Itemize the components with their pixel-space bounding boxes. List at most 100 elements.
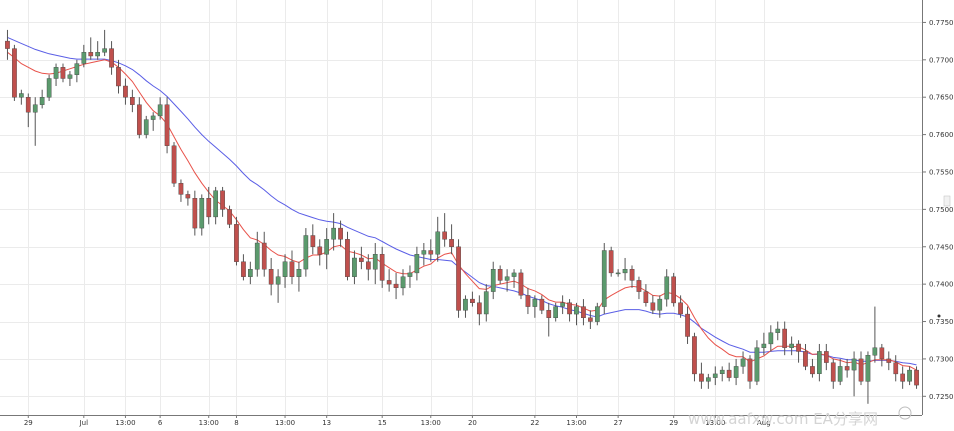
candle-body-up bbox=[483, 291, 489, 315]
candle-body-down bbox=[178, 182, 184, 195]
candle bbox=[324, 228, 330, 270]
candle bbox=[463, 295, 468, 318]
candle bbox=[629, 265, 635, 288]
candle bbox=[775, 321, 781, 341]
candle-body-down bbox=[796, 343, 801, 352]
candle bbox=[192, 190, 198, 236]
candle bbox=[532, 295, 538, 318]
candle-body-down bbox=[893, 362, 899, 375]
candle-body-down bbox=[449, 239, 454, 248]
time-axis-tick-label: Jul bbox=[79, 419, 89, 427]
time-axis-tick-label: 13:00 bbox=[421, 419, 441, 427]
candle bbox=[789, 336, 795, 356]
candle bbox=[553, 302, 559, 322]
candle-body-up bbox=[622, 269, 628, 274]
candle bbox=[546, 302, 552, 337]
candle-body-up bbox=[574, 306, 579, 315]
time-axis-tick-label: 22 bbox=[530, 419, 539, 427]
candle bbox=[296, 261, 302, 292]
candle-body-down bbox=[5, 40, 10, 49]
candle-body-down bbox=[220, 190, 225, 210]
time-axis-tick-label: 13:00 bbox=[115, 419, 135, 427]
candle bbox=[768, 325, 774, 352]
candle bbox=[261, 231, 267, 277]
candle-body-down bbox=[241, 261, 246, 277]
candle-body-down bbox=[88, 52, 94, 57]
time-axis[interactable]: 29 Jul 13:00 6 13:00 8 13:00 13 15 13:00 20 22 13:00… bbox=[24, 415, 771, 427]
candle bbox=[844, 358, 850, 378]
candle-body-down bbox=[650, 302, 656, 311]
candle bbox=[206, 186, 212, 225]
candle bbox=[317, 239, 323, 266]
candle bbox=[88, 37, 94, 60]
candle bbox=[692, 332, 697, 382]
candle-body-down bbox=[629, 269, 635, 281]
candle-body-down bbox=[227, 209, 232, 225]
candle-body-up bbox=[352, 257, 357, 277]
candle-body-up bbox=[601, 250, 607, 307]
candle-body-down bbox=[636, 280, 642, 292]
candle-body-up bbox=[199, 197, 205, 229]
candle bbox=[136, 97, 142, 139]
candle bbox=[678, 295, 683, 318]
candle bbox=[851, 351, 857, 397]
candle-body-up bbox=[400, 276, 406, 289]
candle bbox=[824, 343, 829, 371]
candle-body-down bbox=[60, 67, 66, 79]
candle-body-down bbox=[129, 96, 135, 105]
candle bbox=[60, 63, 66, 83]
candle-body-up bbox=[872, 347, 878, 356]
time-axis-tick-label: 13:00 bbox=[275, 419, 295, 427]
candle-body-up bbox=[213, 190, 219, 218]
candle bbox=[699, 362, 704, 389]
candle-body-down bbox=[685, 313, 690, 337]
candle bbox=[386, 269, 392, 292]
candle bbox=[671, 272, 677, 307]
candle-body-down bbox=[310, 235, 316, 247]
candle-body-up bbox=[789, 343, 795, 348]
candle-body-up bbox=[907, 369, 912, 382]
time-axis-tick-label: 13 bbox=[322, 419, 331, 427]
candle-body-down bbox=[588, 317, 593, 322]
candle-body-up bbox=[143, 119, 149, 135]
candle-body-up bbox=[837, 366, 843, 382]
candle bbox=[608, 246, 614, 277]
candle bbox=[345, 231, 350, 281]
candle-body-down bbox=[546, 310, 552, 318]
candle-body-up bbox=[865, 355, 871, 382]
candle bbox=[650, 295, 656, 315]
candle-body-down bbox=[782, 328, 788, 348]
candle-body-up bbox=[435, 231, 441, 255]
watermark: www.aafxw.com EA分享网 bbox=[688, 410, 878, 428]
scroll-right-icon[interactable] bbox=[943, 195, 951, 207]
candle-body-down bbox=[366, 261, 371, 270]
candle-body-down bbox=[123, 85, 128, 98]
time-axis-tick-label: 13:00 bbox=[705, 419, 725, 427]
candle bbox=[442, 213, 448, 247]
candle bbox=[449, 224, 454, 255]
chart-settings-icon[interactable] bbox=[898, 406, 912, 420]
candle bbox=[782, 321, 788, 356]
candle-body-up bbox=[372, 253, 378, 270]
candle-body-up bbox=[296, 269, 302, 277]
candle bbox=[53, 63, 59, 86]
candle-body-up bbox=[657, 298, 663, 311]
candle-body-up bbox=[324, 239, 330, 255]
candle bbox=[712, 366, 718, 386]
candle-body-up bbox=[761, 343, 767, 348]
candle-body-down bbox=[608, 250, 614, 274]
candle bbox=[581, 299, 586, 326]
candle-body-down bbox=[539, 298, 545, 311]
candle bbox=[102, 29, 108, 57]
candle-body-down bbox=[393, 283, 399, 289]
candle-body-up bbox=[247, 269, 253, 277]
candle-body-down bbox=[477, 302, 482, 315]
candle bbox=[595, 302, 600, 326]
candle bbox=[19, 89, 24, 105]
candle bbox=[67, 71, 73, 86]
